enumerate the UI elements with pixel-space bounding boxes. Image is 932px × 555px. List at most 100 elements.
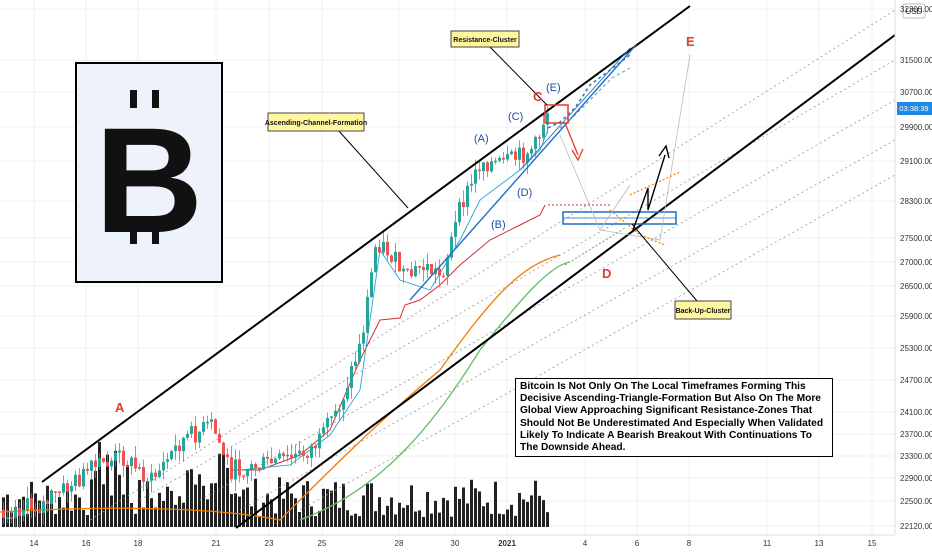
candle-down bbox=[290, 454, 293, 458]
candle-up bbox=[334, 410, 337, 417]
wave-label-d: (D) bbox=[517, 187, 532, 199]
volume-bar bbox=[202, 485, 205, 527]
candle-up bbox=[470, 183, 473, 186]
price-tick-label: 27500.00 bbox=[900, 234, 932, 243]
candle-up bbox=[206, 421, 209, 424]
candle-up bbox=[466, 185, 469, 208]
candle-up bbox=[114, 452, 117, 461]
volume-bar bbox=[150, 498, 153, 527]
candle-down bbox=[18, 508, 21, 517]
date-tick-label: 13 bbox=[815, 539, 824, 548]
candle-down bbox=[398, 251, 401, 272]
candle-up bbox=[14, 508, 17, 519]
candle-down bbox=[154, 472, 157, 477]
volume-bar bbox=[426, 492, 429, 527]
candle-up bbox=[298, 450, 301, 454]
currency-label: USD bbox=[906, 7, 923, 16]
candle-up bbox=[446, 257, 449, 276]
volume-bar bbox=[182, 502, 185, 527]
price-axis[interactable]: USD 32300.00 31500.00 30700.00 29900.00 2910… bbox=[894, 0, 932, 535]
candle-down bbox=[258, 467, 261, 470]
ascending-channel bbox=[41, 5, 896, 529]
volume-bar bbox=[194, 484, 197, 527]
volume-bar bbox=[130, 502, 133, 527]
bullish-zigzag bbox=[632, 144, 670, 231]
time-axis[interactable]: 14 16 18 21 23 25 28 30 2021 4 6 8 11 13 15 bbox=[0, 534, 895, 548]
ma-orange-line bbox=[0, 254, 561, 521]
candle-up bbox=[494, 160, 497, 163]
volume-bar bbox=[270, 499, 273, 527]
callout-resistance-cluster: Resistance-Cluster bbox=[450, 30, 548, 106]
volume-bar bbox=[386, 505, 389, 527]
volume-bar bbox=[126, 464, 129, 527]
volume-bar bbox=[390, 497, 393, 527]
candle-up bbox=[346, 387, 349, 400]
down-arrow-icon bbox=[571, 148, 584, 162]
volume-bar bbox=[286, 482, 289, 527]
volume-bar bbox=[142, 507, 145, 527]
candle-up bbox=[6, 517, 9, 519]
projected-paths bbox=[559, 54, 691, 241]
volume-bar bbox=[406, 505, 409, 527]
backup-label: Back-Up-Cluster bbox=[676, 308, 731, 315]
candle-up bbox=[322, 427, 325, 434]
volume-bar bbox=[430, 513, 433, 527]
price-tick-label: 29100.00 bbox=[900, 157, 932, 166]
candle-down bbox=[10, 517, 13, 519]
volume-bar bbox=[402, 507, 405, 527]
candle-up bbox=[62, 483, 65, 493]
candle-down bbox=[238, 459, 241, 476]
candle-down bbox=[222, 442, 225, 455]
candle-up bbox=[534, 136, 537, 149]
candle-up bbox=[158, 470, 161, 477]
candle-down bbox=[302, 450, 305, 456]
volume-bar bbox=[214, 483, 217, 527]
volume-bar bbox=[230, 494, 233, 527]
candle-up bbox=[286, 454, 289, 457]
volume-bar bbox=[462, 487, 465, 527]
candle-down bbox=[218, 433, 221, 443]
candle-up bbox=[474, 169, 477, 184]
candle-up bbox=[130, 457, 133, 467]
candle-up bbox=[110, 460, 113, 467]
candle-up bbox=[454, 222, 457, 237]
date-tick-label: 8 bbox=[687, 539, 692, 548]
candle-up bbox=[82, 468, 85, 487]
triangle-upper-line bbox=[519, 47, 631, 171]
price-tick-label: 23300.00 bbox=[900, 452, 932, 461]
volume-bar bbox=[190, 469, 193, 527]
volume-bar bbox=[282, 498, 285, 527]
candle-up bbox=[22, 509, 25, 517]
candle-up bbox=[70, 485, 73, 492]
volume-bar bbox=[242, 489, 245, 527]
volume-bar bbox=[494, 481, 497, 527]
volume-bar bbox=[458, 498, 461, 527]
candle-down bbox=[438, 268, 441, 276]
volume-bar bbox=[206, 499, 209, 527]
volume-bar bbox=[138, 479, 141, 527]
volume-bar bbox=[162, 500, 165, 527]
candle-up bbox=[42, 500, 45, 513]
candle-down bbox=[478, 169, 481, 172]
volume-bar bbox=[262, 502, 265, 527]
candle-down bbox=[418, 266, 421, 268]
candle-up bbox=[166, 459, 169, 462]
ascending-triangle bbox=[409, 44, 637, 301]
up-arrow-icon bbox=[658, 144, 670, 159]
volume-bar bbox=[38, 500, 41, 527]
candle-up bbox=[394, 251, 397, 262]
candle-down bbox=[410, 269, 413, 277]
volume-bar bbox=[518, 492, 521, 527]
volume-bar bbox=[62, 507, 65, 527]
analysis-text-box: Bitcoin Is Not Only On The Local Timefra… bbox=[515, 378, 833, 457]
candle-down bbox=[122, 450, 125, 466]
candle-up bbox=[530, 148, 533, 154]
volume-bar bbox=[382, 514, 385, 527]
volume-bar bbox=[302, 485, 305, 527]
date-tick-label: 25 bbox=[318, 539, 327, 548]
volume-bar bbox=[470, 479, 473, 527]
candle-up bbox=[118, 450, 121, 453]
date-tick-label: 21 bbox=[212, 539, 221, 548]
